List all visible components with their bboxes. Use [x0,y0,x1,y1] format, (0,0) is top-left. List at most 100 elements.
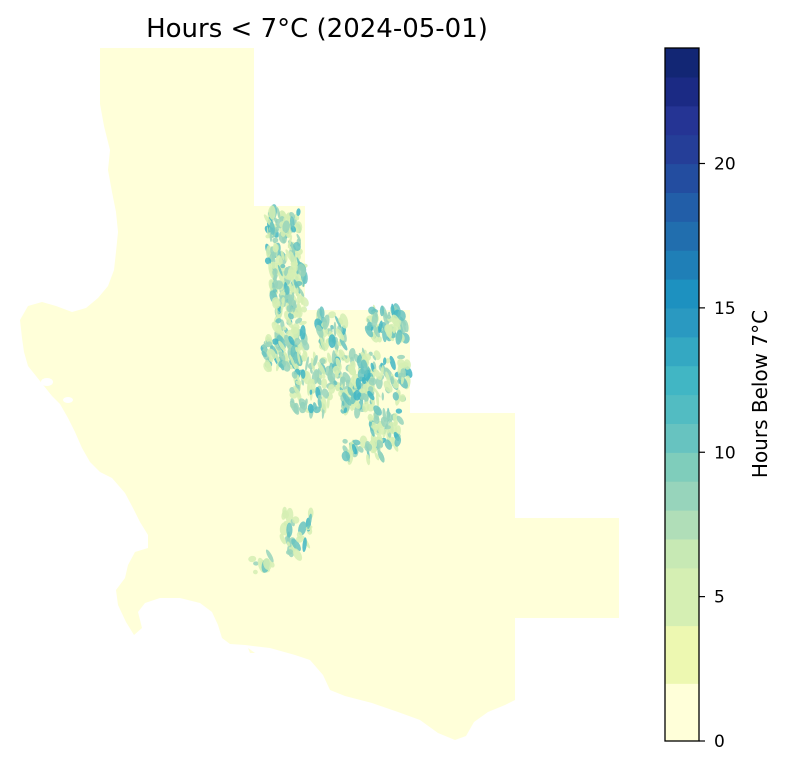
cold-cell [366,453,371,466]
cold-cell [339,338,348,351]
cold-cell [302,537,307,553]
cold-cell [293,402,300,414]
cold-cell [334,370,339,379]
cold-cell [277,264,283,277]
inlet-lake [41,378,53,386]
cold-cell [401,362,409,368]
cold-cell [279,534,287,545]
cold-cell [373,405,382,416]
cold-cell [280,231,286,237]
cold-cell [372,447,378,453]
cold-cell [319,336,326,352]
cold-cell [337,341,341,346]
cold-cell [373,368,382,381]
cold-cell [295,346,301,356]
cold-cell [286,318,294,329]
cold-cell [373,387,381,398]
cold-cell [322,314,330,330]
cold-cell [272,279,278,290]
cold-cell [334,315,342,328]
cold-cell [281,510,287,520]
colorbar-frame [664,47,700,742]
cold-cell [295,287,299,297]
cold-cell [343,407,348,414]
cold-cell [272,268,278,276]
cold-cell [284,334,293,350]
cold-cell [294,306,303,319]
cold-cell [300,296,309,307]
cold-cell [294,337,301,346]
cold-cell [268,205,276,220]
cold-cell [349,375,355,391]
cold-cell [389,355,396,371]
cold-cell [317,394,322,400]
cold-cell [280,250,285,261]
cold-cell [299,288,305,297]
cold-cell [265,549,274,563]
cold-cell [292,300,297,313]
cold-cell [275,318,282,324]
cold-cell [355,377,362,391]
colorbar-band [665,163,699,193]
colorbar-swatches [665,48,699,742]
cold-cell [280,290,286,297]
cold-cell [272,299,281,309]
colorbar-band [665,538,699,569]
cold-cell [269,221,275,235]
cold-cell [352,439,361,446]
cold-cell [327,352,332,365]
cold-cell [316,377,322,386]
cold-cell [368,377,377,386]
colorbar-ticks: 0 5 10 15 20 [699,155,736,752]
cold-cell [321,378,328,389]
cold-cell [395,329,403,345]
cold-cell [261,350,267,358]
colorbar-band [665,423,699,453]
cold-cell [384,324,393,335]
cold-cell [347,386,353,397]
colorbar: 0 5 10 15 20 Hours Below 7°C [664,47,772,752]
colorbar-band [665,567,699,627]
cold-cell [295,317,303,324]
cold-cell [340,376,346,383]
cold-cell [326,396,330,409]
colorbar-band [665,452,699,482]
cold-cell [374,312,378,318]
cold-cell [278,351,286,361]
cold-cell [391,314,400,327]
cold-cell [317,398,322,409]
cold-cell [328,384,336,394]
cold-cell [282,220,290,234]
cold-cell [307,403,314,414]
cold-cell [294,221,303,234]
colorbar-band [665,221,699,251]
colorbar-band [665,48,699,78]
colorbar-band [665,279,699,309]
cold-cell [360,359,368,375]
cold-cell [309,389,313,395]
cold-cell [388,421,398,435]
cold-cell [341,451,351,462]
cold-cell [338,349,348,363]
colorbar-band [665,683,699,742]
cold-cell [370,326,374,331]
cold-cell [294,281,303,287]
cold-cell [265,341,273,348]
colorbar-band [665,307,699,338]
cold-cell [394,436,402,447]
cold-cell [361,376,367,385]
cold-cell [321,388,330,399]
cold-cell [296,536,304,543]
cold-cell [288,335,295,346]
cold-cell [263,558,272,571]
cold-cell [272,243,279,253]
cold-cell [330,325,334,330]
cold-cell [342,445,348,454]
cold-cell [390,376,395,385]
cold-cell [380,365,384,379]
cold-cell [332,365,341,375]
cold-cell [297,253,301,260]
cold-cell [271,321,282,334]
cold-cell [397,354,405,360]
